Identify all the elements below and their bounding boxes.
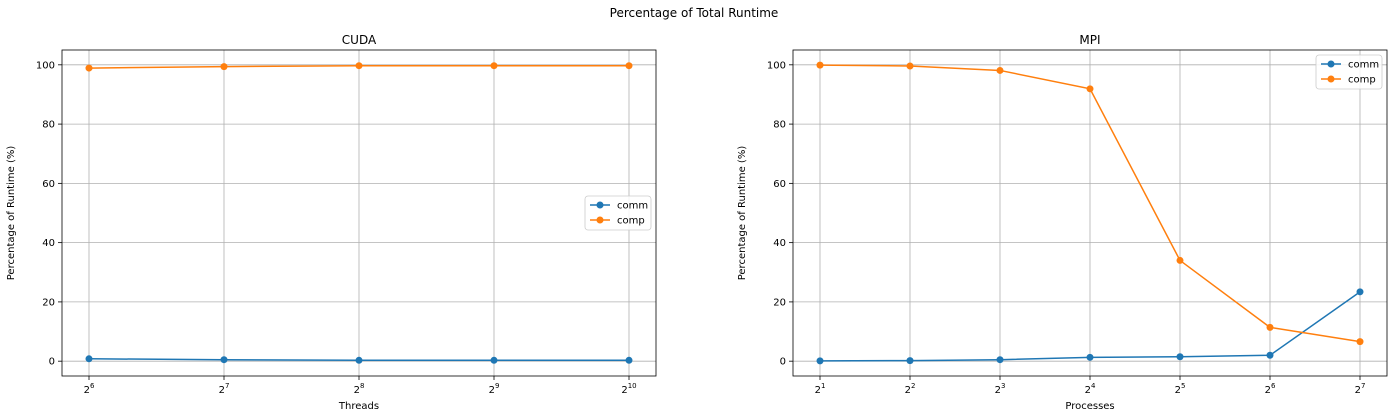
cuda-x-tick-label: 210 — [621, 382, 636, 396]
cuda-chart: 26 27 28 29 210 0 20 40 60 80 100 CUDA Threads Percen… — [6, 33, 657, 412]
mpi-y-tick-label: 80 — [773, 120, 786, 131]
mpi-comm-point — [1356, 288, 1364, 296]
mpi-x-tick-label: 21 — [815, 382, 826, 396]
mpi-legend-label: comp — [1348, 75, 1376, 86]
mpi-y-tick-label: 60 — [773, 179, 786, 190]
mpi-x-tick-label: 23 — [995, 382, 1006, 396]
mpi-comp-point — [1266, 323, 1274, 331]
cuda-legend-swatch-marker — [596, 216, 604, 224]
mpi-x-tick-label: 24 — [1085, 382, 1096, 396]
mpi-chart: 21 22 23 24 25 26 27 0 20 40 60 80 100 MPI Processes Pe… — [737, 33, 1388, 412]
mpi-x-tick-label: 27 — [1355, 382, 1366, 396]
mpi-comp-point — [1356, 338, 1364, 346]
figure-title: Percentage of Total Runtime — [610, 6, 779, 20]
cuda-comm-point — [220, 356, 228, 364]
mpi-legend-swatch-marker — [1327, 60, 1335, 68]
cuda-comp-point — [220, 63, 228, 71]
cuda-x-tick-label: 29 — [489, 382, 500, 396]
cuda-comp-point — [355, 62, 363, 70]
cuda-legend-label: comm — [617, 201, 648, 212]
mpi-x-tick-label: 25 — [1175, 382, 1186, 396]
cuda-legend: comm comp — [584, 195, 652, 231]
mpi-y-axis-label: Percentage of Runtime (%) — [737, 146, 748, 281]
cuda-comm-point — [625, 356, 633, 364]
mpi-comp-point — [1176, 256, 1184, 264]
mpi-comm-point — [816, 357, 824, 365]
cuda-y-tick-label: 100 — [36, 60, 55, 71]
mpi-y-tick-label: 40 — [773, 238, 786, 249]
cuda-y-axis-label: Percentage of Runtime (%) — [6, 146, 17, 281]
cuda-y-tick-label: 60 — [42, 179, 55, 190]
cuda-x-tick-label: 27 — [219, 382, 230, 396]
cuda-comp-point — [490, 62, 498, 70]
cuda-comp-point — [85, 64, 93, 72]
cuda-legend-item-comm: comm — [590, 201, 648, 212]
mpi-comm-point — [1176, 353, 1184, 361]
mpi-comp-point — [906, 62, 914, 70]
mpi-y-tick-label: 100 — [767, 60, 786, 71]
mpi-comp-point — [996, 66, 1004, 74]
mpi-x-axis-label: Processes — [1065, 401, 1114, 412]
cuda-legend-swatch-marker — [596, 201, 604, 209]
cuda-comp-point — [625, 62, 633, 70]
cuda-chart-title: CUDA — [342, 33, 377, 47]
cuda-comm-point — [490, 356, 498, 364]
mpi-legend-item-comm: comm — [1321, 60, 1379, 71]
mpi-legend-item-comp: comp — [1321, 75, 1376, 86]
cuda-x-tick-label: 28 — [354, 382, 365, 396]
cuda-comm-point — [85, 355, 93, 363]
mpi-legend: comm comp — [1315, 54, 1383, 90]
mpi-legend-label: comm — [1348, 60, 1379, 71]
cuda-y-tick-label: 0 — [49, 357, 55, 368]
mpi-comm-point — [906, 357, 914, 365]
cuda-x-axis-label: Threads — [338, 401, 379, 412]
mpi-comm-point — [1086, 353, 1094, 361]
mpi-x-tick-label: 22 — [905, 382, 916, 396]
mpi-comm-point — [1266, 351, 1274, 359]
mpi-legend-swatch-marker — [1327, 75, 1335, 83]
mpi-comm-point — [996, 356, 1004, 364]
cuda-y-tick-label: 20 — [42, 297, 55, 308]
cuda-comm-point — [355, 356, 363, 364]
mpi-comp-point — [1086, 85, 1094, 93]
cuda-y-tick-label: 40 — [42, 238, 55, 249]
mpi-y-tick-label: 20 — [773, 297, 786, 308]
cuda-legend-label: comp — [617, 216, 645, 227]
cuda-x-tick-label: 26 — [84, 382, 95, 396]
mpi-y-tick-label: 0 — [780, 357, 786, 368]
cuda-y-tick-label: 80 — [42, 120, 55, 131]
mpi-x-tick-label: 26 — [1265, 382, 1276, 396]
mpi-chart-title: MPI — [1079, 33, 1100, 47]
cuda-legend-item-comp: comp — [590, 216, 645, 227]
mpi-comp-point — [816, 61, 824, 69]
